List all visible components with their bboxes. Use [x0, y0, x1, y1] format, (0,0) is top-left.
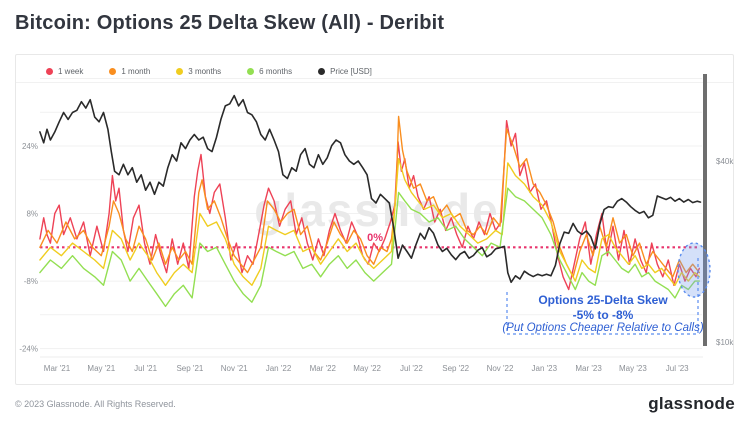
footer-copyright: © 2023 Glassnode. All Rights Reserved.: [15, 399, 176, 409]
zero-percent-label: 0%: [367, 232, 383, 244]
annotation-title: Options 25-Delta Skew: [538, 293, 668, 307]
legend-label: 1 month: [121, 66, 151, 76]
legend-item-1-month[interactable]: 1 month: [109, 67, 150, 76]
legend-dot-1-month: [109, 67, 117, 75]
gridlines: [40, 78, 703, 358]
legend-dot-3-months: [176, 67, 184, 75]
legend-separator: [16, 82, 733, 83]
x-axis-tick: Jan '23: [532, 364, 558, 373]
x-axis-tick: May '23: [619, 364, 647, 373]
x-axis-tick: Nov '21: [221, 364, 248, 373]
series-line-6-months: [39, 187, 700, 308]
series-line-price-usd: [39, 94, 702, 284]
legend-label: 1 week: [58, 66, 84, 76]
annotation-note: (Put Options Cheaper Relative to Calls): [502, 322, 704, 334]
legend-item-1-week[interactable]: 1 week: [46, 67, 83, 76]
series-line-3-months: [39, 157, 700, 286]
legend-label: 6 months: [259, 66, 293, 76]
legend-label: 3 months: [188, 66, 222, 76]
x-axis-tick: Mar '21: [44, 364, 71, 373]
series-lines: [39, 94, 702, 308]
x-axis-tick: Jul '22: [400, 364, 423, 373]
x-axis-tick: Mar '23: [575, 364, 602, 373]
right-axis-tick: $40k: [716, 157, 734, 166]
legend-item-price-usd[interactable]: Price [USD]: [318, 67, 372, 76]
left-axis-tick: -24%: [19, 345, 38, 354]
left-axis-tick: 8%: [26, 210, 38, 219]
right-axis-bar: [703, 74, 707, 346]
legend-item-6-months[interactable]: 6 months: [247, 67, 292, 76]
annotation-range: -5% to -8%: [573, 308, 634, 322]
x-axis-tick: Sep '21: [176, 364, 203, 373]
glassnode-logo: glassnode: [648, 394, 735, 413]
legend-dot-6-months: [247, 67, 255, 75]
x-axis-tick: Sep '22: [442, 364, 469, 373]
page-title: Bitcoin: Options 25 Delta Skew (All) - D…: [15, 12, 445, 34]
legend-dot-1-week: [46, 67, 53, 75]
annotation-box: [506, 255, 699, 335]
left-axis-tick: -8%: [24, 277, 38, 286]
x-axis-tick: Jan '22: [266, 364, 292, 373]
left-axis-tick: 24%: [22, 142, 38, 151]
x-axis-tick: May '22: [353, 364, 381, 373]
chart-legend: 1 week 1 month 3 months 6 months Price [USD]: [46, 63, 372, 79]
legend-item-3-months[interactable]: 3 months: [176, 67, 221, 76]
series-line-1-month: [39, 115, 700, 278]
x-axis-tick: Jul '23: [666, 364, 689, 373]
legend-label: Price [USD]: [330, 66, 372, 76]
right-axis-tick: $10k: [716, 338, 734, 347]
x-axis-tick: Mar '22: [310, 364, 337, 373]
legend-dot-price-usd: [318, 67, 326, 75]
highlight-ellipse: [677, 242, 711, 298]
x-axis-tick: Nov '22: [487, 364, 514, 373]
x-axis-tick: Jul '21: [134, 364, 157, 373]
x-axis-tick: May '21: [87, 364, 115, 373]
series-line-1-week: [39, 119, 700, 291]
axis-labels: 24% 8% -8% -24% $40k $10k Mar '21 May '21 Jul '2…: [19, 142, 734, 373]
